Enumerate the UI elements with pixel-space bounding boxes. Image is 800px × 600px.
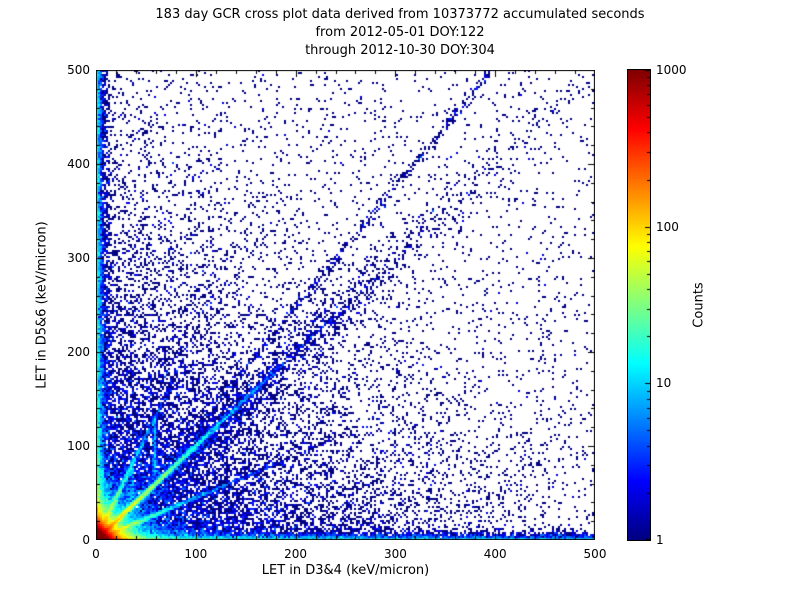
x-tick-label: 500 [583, 547, 607, 561]
colorbar-axis-label: Counts [691, 282, 707, 328]
x-tick-label: 200 [284, 547, 308, 561]
y-tick-label: 500 [67, 63, 90, 77]
colorbar-gradient [628, 70, 650, 540]
colorbar-tick-label: 1000 [656, 63, 687, 77]
x-axis-label: LET in D3&4 (keV/micron) [261, 563, 430, 578]
y-tick-label: 0 [82, 533, 90, 547]
y-tick-label: 400 [67, 157, 90, 171]
x-tick-label: 300 [383, 547, 407, 561]
scatter-plot-canvas [96, 70, 595, 540]
colorbar-tick-label: 100 [656, 219, 679, 234]
y-tick-label: 300 [67, 251, 90, 265]
chart-title-line-2: from 2012-05-01 DOY:122 [315, 25, 485, 40]
y-tick-label: 200 [67, 345, 90, 359]
colorbar [627, 69, 651, 541]
x-tick-label: 400 [483, 547, 507, 561]
colorbar-tick-label: 10 [656, 376, 672, 391]
colorbar-tick-label: 1 [656, 533, 664, 547]
y-axis-label: LET in D5&6 (keV/micron) [34, 221, 50, 389]
x-tick-label: 0 [92, 547, 100, 561]
y-tick-label: 100 [67, 439, 90, 453]
x-tick-label: 100 [184, 547, 208, 561]
chart-title-line-1: 183 day GCR cross plot data derived from… [155, 7, 645, 22]
chart-title-line-3: through 2012-10-30 DOY:304 [305, 43, 495, 58]
